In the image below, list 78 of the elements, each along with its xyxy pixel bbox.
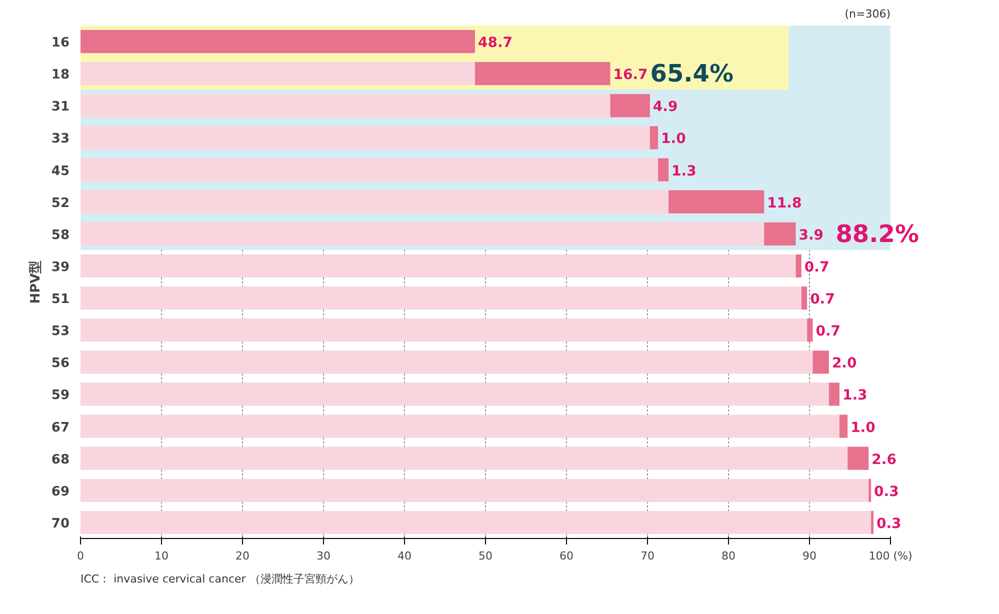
text: ICC： invasive cervical cancer （浸潤性子宮頸がん） <box>80 572 360 586</box>
x-tick-label: 30 <box>316 550 330 562</box>
bar <box>80 158 658 182</box>
bar <box>80 446 848 470</box>
y-tick-label: 51 <box>51 292 70 308</box>
data-label: 0.7 <box>816 324 841 340</box>
bar <box>848 446 869 470</box>
bar <box>658 158 669 182</box>
y-tick-label: 69 <box>51 484 70 500</box>
x-tick-label: 40 <box>398 550 412 562</box>
bar <box>474 62 610 86</box>
bar <box>807 318 813 342</box>
bar <box>80 286 802 310</box>
y-tick-label: 59 <box>51 388 70 404</box>
data-label: 16.7 <box>613 67 648 84</box>
bar <box>801 286 808 310</box>
data-label: 0.3 <box>876 516 902 532</box>
x-tick-label: 20 <box>236 550 250 562</box>
x-tick-label: 10 <box>154 550 168 562</box>
y-axis-title: HPV型 <box>28 260 44 304</box>
bar <box>828 382 840 406</box>
bar <box>650 126 658 150</box>
data-label: 1.3 <box>672 163 696 180</box>
y-tick-label: 58 <box>51 228 70 243</box>
y-tick-label: 70 <box>51 516 70 532</box>
data-label: 1.0 <box>850 420 876 436</box>
bar <box>80 62 475 86</box>
bar <box>80 190 669 214</box>
bar <box>80 222 764 246</box>
bar <box>764 222 796 246</box>
y-tick-label: 53 <box>51 324 70 340</box>
y-tick-label: 52 <box>51 196 70 211</box>
y-tick-label: 18 <box>51 68 70 83</box>
bar <box>668 190 764 214</box>
bar <box>796 254 802 278</box>
x-tick-label: 0 <box>77 550 84 562</box>
y-tick-label: 16 <box>51 36 70 51</box>
bar <box>80 510 872 534</box>
x-tick-label: 80 <box>722 550 736 562</box>
data-label: 2.0 <box>832 356 857 372</box>
x-tick-label: 70 <box>640 550 654 562</box>
band-label: 88.2% <box>836 220 919 248</box>
bar <box>80 254 796 278</box>
bar <box>80 382 829 406</box>
y-tick-label: 33 <box>51 132 70 147</box>
bar <box>868 478 872 502</box>
data-label: 0.3 <box>874 484 899 500</box>
bar <box>80 414 840 438</box>
data-label: 1.3 <box>842 388 868 404</box>
y-tick-label: 67 <box>51 420 70 436</box>
bar <box>812 350 829 374</box>
y-tick-label: 31 <box>51 100 70 115</box>
data-label: 4.9 <box>652 99 678 116</box>
band-label: 65.4% <box>650 60 734 88</box>
text: (n=306) <box>844 8 891 20</box>
bar <box>80 478 869 502</box>
x-tick-label: 60 <box>560 550 574 562</box>
data-label: 1.0 <box>661 131 686 148</box>
data-label: 3.9 <box>798 227 824 244</box>
bar <box>80 30 475 54</box>
y-tick-label: 39 <box>51 260 70 275</box>
data-label: 11.8 <box>767 195 802 212</box>
bar <box>80 126 650 150</box>
y-tick-label: 56 <box>51 356 70 372</box>
x-tick-label: 100 (%) <box>868 550 912 562</box>
bar <box>80 350 813 374</box>
data-label: 0.7 <box>810 292 835 308</box>
y-tick-label: 45 <box>51 164 70 179</box>
bar <box>80 94 610 118</box>
x-tick-label: 90 <box>802 550 816 562</box>
y-tick-label: 68 <box>51 452 70 468</box>
bar <box>80 318 808 342</box>
data-label: 48.7 <box>478 35 513 52</box>
bar <box>839 414 848 438</box>
data-label: 0.7 <box>804 259 830 276</box>
x-tick-label: 50 <box>478 550 492 562</box>
data-label: 2.6 <box>872 452 896 468</box>
bar <box>610 94 650 118</box>
